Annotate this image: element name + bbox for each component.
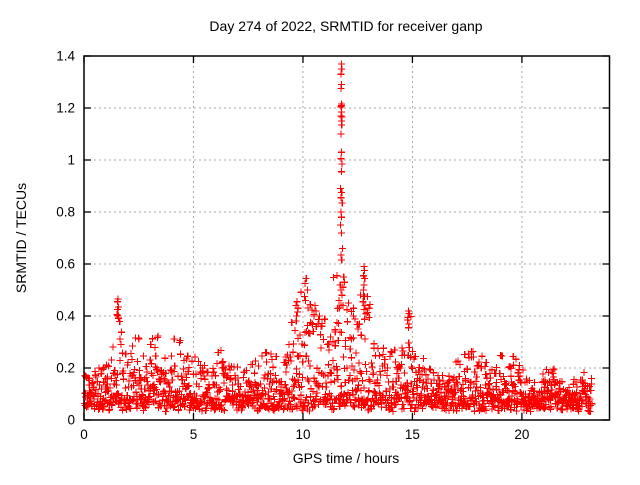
y-tick-label: 0.6 [56, 257, 75, 272]
y-tick-label: 1 [67, 153, 75, 168]
y-tick-label: 1.2 [56, 101, 75, 116]
x-tick-label: 20 [514, 427, 529, 442]
tick-labels: 0 5 10 15 20 0 0.2 0.4 0.6 0.8 1 1.2 1.4 [56, 49, 529, 443]
y-axis-label: SRMTID / TECUs [13, 183, 29, 293]
x-tick-label: 15 [405, 427, 420, 442]
y-tick-label: 0.8 [56, 205, 75, 220]
x-tick-label: 5 [190, 427, 198, 442]
y-tick-label: 0 [67, 413, 75, 428]
scatter-points [80, 60, 596, 416]
chart-title: Day 274 of 2022, SRMTID for receiver gan… [209, 18, 482, 34]
x-tick-label: 10 [295, 427, 310, 442]
x-axis-label: GPS time / hours [293, 450, 400, 466]
y-tick-label: 1.4 [56, 49, 75, 64]
x-tick-label: 0 [80, 427, 88, 442]
y-tick-label: 0.2 [56, 361, 75, 376]
y-tick-label: 0.4 [56, 309, 75, 324]
axis-ticks [83, 55, 611, 421]
